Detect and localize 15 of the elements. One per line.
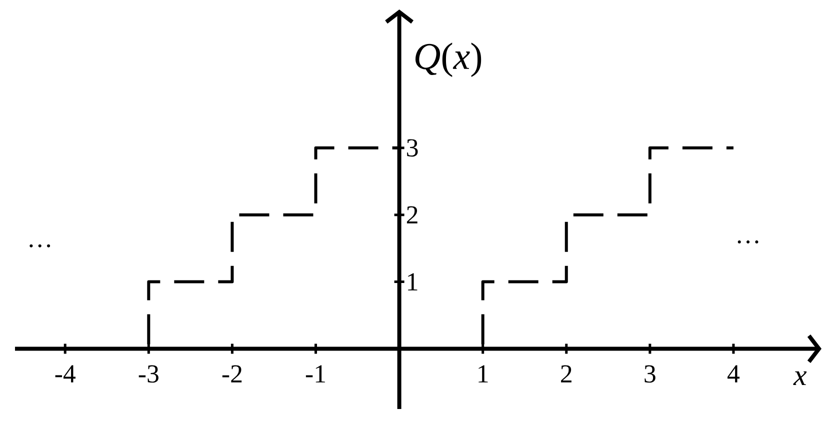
x-tick-label: 3 xyxy=(644,365,656,383)
x-axis-title: x xyxy=(793,371,807,386)
y-tick-label: 1 xyxy=(408,273,418,290)
y-tick-label: 3 xyxy=(407,139,418,157)
x-tick-label: 1 xyxy=(478,365,488,382)
x-tick-label: -2 xyxy=(222,365,242,382)
x-tick-label: 4 xyxy=(727,365,740,382)
x-tick-label: -4 xyxy=(55,365,76,382)
y-axis-title: Q(x) xyxy=(415,42,482,77)
annotation: … xyxy=(30,244,50,248)
y-tick-label: 2 xyxy=(406,206,418,224)
x-tick-label: -1 xyxy=(306,365,325,382)
annotation: … xyxy=(738,240,758,244)
x-tick-label: 2 xyxy=(561,365,572,382)
x-tick-label: -3 xyxy=(138,365,158,383)
